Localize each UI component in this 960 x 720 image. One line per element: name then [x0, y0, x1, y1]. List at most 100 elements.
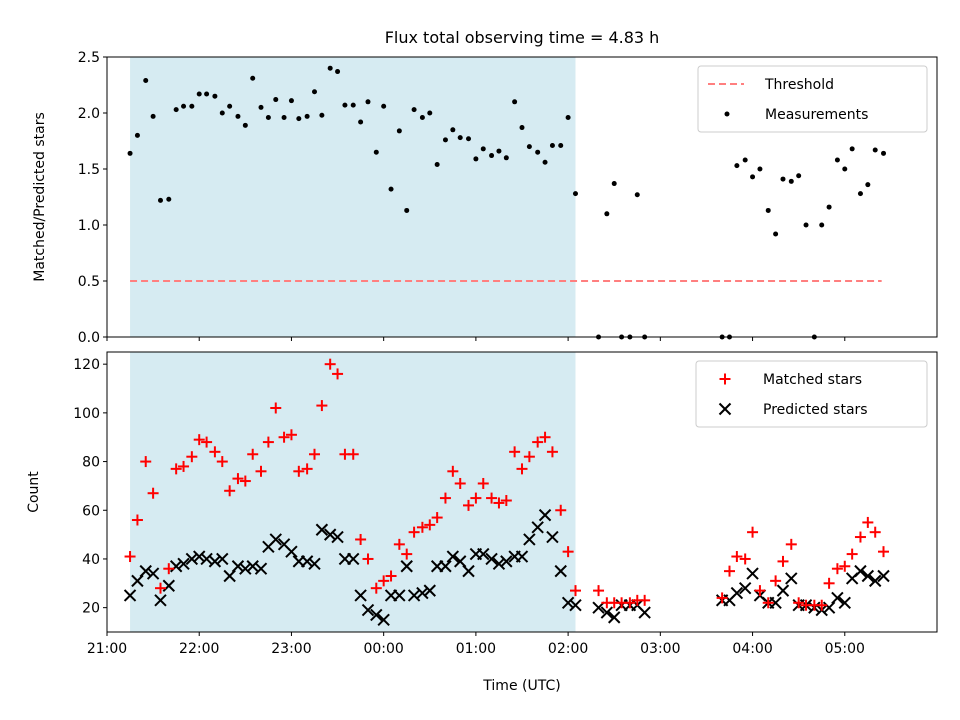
matched-stars-point	[224, 485, 236, 497]
top-y-tick-label: 1.5	[78, 162, 100, 178]
predicted-stars-point	[538, 508, 552, 522]
measurement-point	[196, 91, 202, 97]
measurement-point	[312, 89, 317, 95]
legend-predicted-label: Predicted stars	[763, 402, 868, 418]
matched-stars-point	[770, 575, 782, 587]
measurement-point	[143, 78, 149, 84]
predicted-stars-point	[300, 555, 314, 568]
bottom-legend-box	[695, 360, 928, 428]
predicted-stars-point	[393, 589, 406, 602]
legend-measurements-label: Measurements	[765, 107, 868, 123]
x-axis-label: Time (UTC)	[482, 678, 560, 694]
measurement-point	[434, 162, 440, 168]
predicted-stars-point	[746, 567, 759, 580]
measurement-point	[273, 97, 279, 103]
matched-stars-point	[454, 477, 466, 489]
predicted-stars-point	[861, 569, 875, 583]
top-y-tick-label: 0.0	[78, 330, 100, 346]
matched-stars-point	[154, 582, 166, 594]
matched-stars-point	[140, 456, 152, 468]
measurement-point	[173, 107, 179, 113]
bottom-x-tick-label: 00:00	[363, 641, 403, 657]
matched-stars-point	[509, 446, 521, 458]
bottom-x-tick-label: 22:00	[179, 641, 219, 657]
measurement-point	[549, 142, 555, 148]
predicted-stars-point	[231, 560, 245, 573]
bottom-x-tick-label: 01:00	[456, 641, 496, 657]
matched-stars-point	[569, 585, 581, 597]
matched-stars-point	[831, 563, 843, 575]
measurement-point	[519, 125, 525, 131]
matched-stars-point	[424, 519, 436, 531]
matched-stars-point	[739, 553, 751, 565]
matched-stars-point	[846, 548, 858, 560]
top-y-ticks: 0.0 0.5 1.0 1.5 2.0 2.5	[78, 50, 107, 346]
matched-stars-point	[278, 431, 290, 443]
matched-stars-point	[593, 585, 605, 597]
measurement-point	[611, 181, 617, 187]
matched-stars-point	[747, 526, 759, 538]
measurement-point	[604, 211, 610, 217]
measurement-point	[450, 127, 456, 133]
bottom-axes-frame	[106, 351, 938, 633]
legend-matched-label: Matched stars	[763, 372, 862, 388]
measurement-point	[181, 103, 187, 109]
measurement-point	[411, 107, 417, 113]
matched-stars-point	[555, 504, 567, 516]
measurement-point	[396, 128, 402, 134]
legend-predicted-swatch	[718, 402, 732, 416]
matched-stars-point	[486, 492, 498, 504]
top-y-tick-label: 2.5	[78, 50, 100, 66]
predicted-stars-point	[239, 562, 252, 575]
bottom-x-ticks: 21:00 22:00 23:00 00:00 01:00 02:00 03:00 04:00…	[87, 632, 865, 657]
legend-measurements-swatch	[724, 111, 730, 117]
predicted-stars-point	[523, 533, 536, 546]
measurement-point	[489, 153, 495, 159]
predicted-stars-point	[462, 564, 475, 578]
matched-stars-point	[186, 451, 198, 463]
predicted-stars-point	[323, 528, 337, 541]
matched-stars-point	[500, 495, 512, 507]
measurement-point	[826, 204, 832, 210]
predicted-stars-point	[831, 591, 844, 605]
measurement-point	[757, 166, 763, 172]
measurement-point	[235, 113, 241, 119]
predicted-stars-point	[454, 555, 467, 568]
matched-stars-point	[447, 465, 459, 477]
predicted-stars-point	[531, 521, 544, 534]
bottom-panel: 20 40 60 80 100 120 21:00 22:00 23:00 00:00 01:00…	[26, 351, 938, 694]
matched-stars-point	[839, 560, 851, 572]
top-shaded-span	[130, 57, 576, 337]
matched-stars-point	[163, 563, 175, 575]
measurement-point	[189, 103, 195, 109]
predicted-stars-point	[877, 569, 890, 583]
matched-stars-point	[439, 492, 451, 504]
measurement-point	[350, 102, 356, 108]
measurement-point	[304, 113, 310, 119]
measurement-point	[819, 222, 825, 228]
matched-stars-point	[309, 448, 320, 460]
bottom-y-tick-label: 80	[82, 455, 100, 471]
measurement-point	[780, 176, 786, 182]
top-x-ticks	[106, 337, 846, 341]
measurement-point	[281, 114, 287, 120]
matched-stars-point	[147, 487, 159, 499]
measurement-point	[765, 207, 771, 213]
predicted-stars-point	[361, 603, 375, 617]
legend-plus-mark	[719, 373, 731, 385]
measurement-point	[127, 150, 133, 156]
measurement-point	[296, 116, 302, 122]
measurement-point	[788, 178, 794, 184]
matched-stars-point	[124, 551, 136, 563]
predicted-stars-point	[785, 572, 798, 585]
matched-stars-point	[285, 429, 297, 441]
matched-stars-point	[293, 465, 305, 477]
top-y-tick-label: 1.0	[78, 218, 100, 234]
bottom-x-tick-label: 04:00	[732, 641, 772, 657]
predicted-stars-point	[738, 581, 752, 595]
predicted-stars-point	[485, 552, 498, 566]
count-points	[123, 358, 890, 627]
predicted-stars-point	[347, 552, 360, 566]
measurement-point	[572, 191, 578, 197]
matched-stars-point	[408, 526, 420, 538]
